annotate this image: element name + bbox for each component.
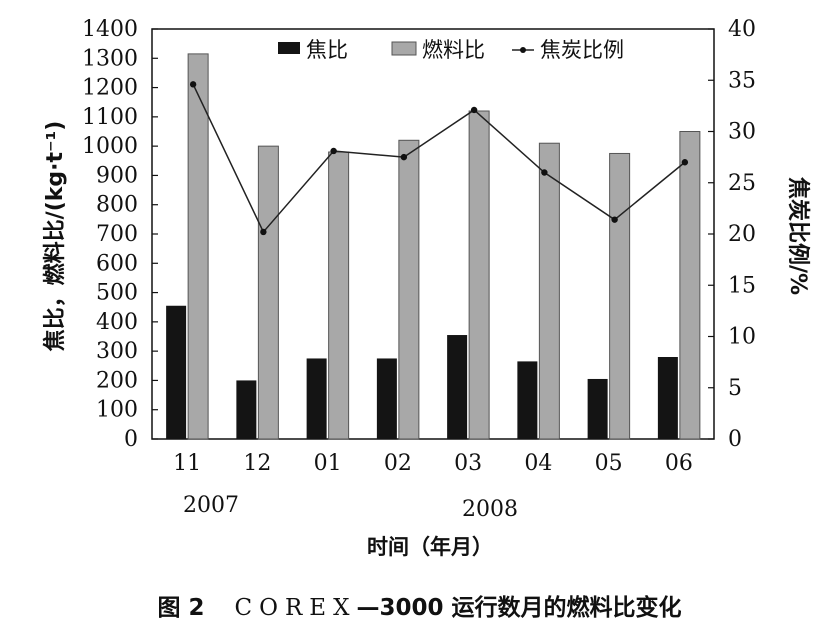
coke-proportion-point [400, 153, 408, 161]
fuel-ratio-bar [679, 131, 701, 440]
coke-proportion-point [470, 106, 478, 114]
x-tick-label: 04 [524, 451, 552, 476]
coke-proportion-point [260, 228, 267, 236]
coke-ratio-bar [376, 358, 397, 439]
legend-ratio-label: 焦炭比例 [540, 38, 624, 62]
coke-ratio-bar [587, 378, 608, 439]
x-tick-label: 06 [665, 451, 693, 476]
right-tick-label: 10 [728, 325, 756, 350]
right-tick-label: 15 [728, 273, 756, 298]
x-tick-label: 02 [384, 451, 412, 476]
left-tick-label: 800 [96, 193, 138, 218]
right-tick-label: 40 [728, 17, 756, 42]
coke-proportion-point [681, 159, 689, 166]
right-tick-label: 35 [728, 68, 756, 93]
x-axis: 11 12 01 02 03 04 05 06 [173, 451, 693, 476]
left-tick-label: 1300 [82, 46, 138, 71]
fuel-ratio-bar [398, 139, 420, 440]
left-tick-label: 1100 [82, 105, 138, 130]
fuel-ratio-bar [468, 110, 490, 440]
caption-text: —3000 运行数月的燃料比变化 [356, 595, 682, 621]
right-tick-label: 5 [728, 376, 742, 401]
right-tick-label: 0 [728, 427, 742, 452]
right-tick-label: 30 [728, 120, 756, 145]
x-axis-label: 时间（年月） [367, 535, 493, 559]
coke-ratio-bar [447, 335, 468, 439]
x-tick-label: 03 [454, 451, 482, 476]
coke-ratio-bar [306, 358, 327, 439]
left-tick-label: 700 [96, 222, 138, 247]
year-label-2007: 2007 [183, 493, 239, 518]
coke-proportion-point [330, 147, 337, 155]
coke-ratio-bar [657, 357, 678, 439]
x-tick-label: 12 [243, 451, 271, 476]
left-tick-label: 900 [96, 163, 138, 188]
coke-ratio-bar [236, 380, 257, 439]
left-tick-label: 400 [96, 310, 138, 335]
legend-fuel-swatch [391, 41, 417, 56]
legend-fuel-label: 燃料比 [422, 38, 485, 62]
year-label-2008: 2008 [462, 497, 518, 522]
legend: 焦比 燃料比 焦炭比例 [278, 38, 624, 62]
legend-ratio-point [520, 47, 526, 53]
fuel-ratio-bar [187, 53, 209, 440]
left-tick-label: 1400 [82, 17, 138, 42]
coke-ratio-bar [166, 305, 187, 439]
right-axis: 0 5 10 15 20 25 30 35 40 [708, 17, 756, 452]
fuel-ratio-bar [257, 145, 279, 440]
legend-coke-label: 焦比 [306, 38, 348, 62]
left-tick-label: 500 [96, 281, 138, 306]
left-tick-label: 0 [124, 427, 138, 452]
bars [166, 53, 701, 440]
figure-caption: 图 2 COREX—3000 运行数月的燃料比变化 [0, 588, 839, 622]
left-tick-label: 1000 [82, 134, 138, 159]
legend-coke-swatch [278, 42, 300, 54]
right-tick-label: 20 [728, 222, 756, 247]
coke-proportion-point [189, 81, 197, 88]
x-tick-label: 11 [173, 451, 201, 476]
left-tick-label: 300 [96, 339, 138, 364]
coke-proportion-point [541, 169, 548, 176]
x-tick-label: 01 [314, 451, 342, 476]
figure-number: 图 2 [157, 595, 205, 621]
left-tick-label: 100 [96, 398, 138, 423]
right-axis-label: 焦炭比例/% [785, 176, 811, 295]
left-tick-label: 600 [96, 251, 138, 276]
right-tick-label: 25 [728, 171, 756, 196]
fuel-ratio-bar [538, 142, 560, 440]
fuel-ratio-bar [609, 152, 631, 440]
coke-ratio-bar [517, 361, 538, 439]
left-tick-label: 200 [96, 368, 138, 393]
left-axis-label: 焦比，燃料比/(kg·t⁻¹) [42, 121, 68, 353]
coke-ratio-line [189, 81, 689, 236]
fuel-ratio-bar [328, 151, 350, 440]
coke-proportion-point [611, 216, 618, 223]
left-tick-label: 1200 [82, 76, 138, 101]
model-name: COREX [234, 595, 357, 621]
chart: 0100200300400500600700800900100011001200… [42, 17, 811, 559]
coke-proportion-line [192, 84, 686, 234]
x-tick-label: 05 [595, 451, 623, 476]
left-axis: 0 100 200 300 400 500 600 700 800 900 1000 1100 1200… [82, 17, 158, 452]
